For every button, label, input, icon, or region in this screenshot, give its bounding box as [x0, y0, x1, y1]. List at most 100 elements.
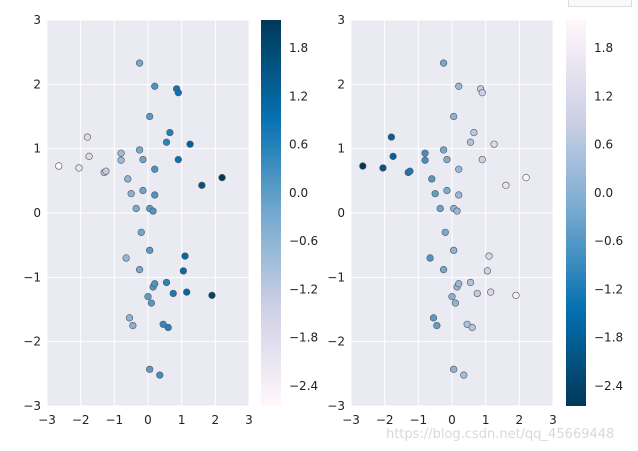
x-tick-label: −3	[38, 413, 56, 427]
scatter-point	[478, 156, 486, 164]
scatter-point	[487, 288, 495, 296]
y-tick-label: 3	[337, 13, 345, 27]
y-tick-label: −3	[23, 399, 41, 413]
left-colorbar: 1.8 1.2 0.6 0.0 −0.6 −1.2 −1.8 −2.4	[261, 20, 318, 406]
scatter-point	[129, 321, 137, 330]
scatter-point	[124, 175, 132, 183]
colorbar-tick-label: 0.6	[594, 138, 613, 152]
scatter-point	[127, 190, 135, 198]
left-x-tick-labels: −3 −2 −1 0 1 2 3	[38, 413, 253, 427]
scatter-point	[151, 280, 159, 288]
scatter-point	[117, 156, 125, 164]
scatter-point	[139, 186, 147, 195]
scatter-point	[379, 164, 387, 172]
y-tick-label: −1	[327, 270, 345, 284]
x-tick-label: −1	[409, 413, 427, 427]
scatter-point	[448, 293, 456, 301]
x-tick-label: 2	[516, 413, 524, 427]
scatter-point	[359, 162, 367, 170]
colorbar-tick-label: 0.6	[289, 138, 308, 152]
left-y-tick-labels: −3 −2 −1 0 1 2 3	[23, 13, 41, 413]
right-y-tick-labels: −3 −2 −1 0 1 2 3	[327, 13, 345, 413]
colorbar-tick-label: −1.8	[594, 331, 623, 345]
scatter-point	[421, 149, 429, 157]
scatter-point	[125, 314, 134, 322]
scatter-point	[164, 323, 172, 332]
scatter-point	[162, 278, 171, 287]
scatter-point	[460, 371, 468, 379]
scatter-point	[389, 152, 397, 160]
x-tick-label: 3	[549, 413, 557, 427]
x-tick-label: 2	[212, 413, 220, 427]
scatter-point	[443, 186, 451, 195]
scatter-point	[436, 204, 444, 213]
colorbar-tick-label: −1.2	[594, 282, 623, 296]
colorbar-tick-label: −0.6	[594, 234, 623, 248]
colorbar-tick-label: 1.8	[594, 41, 613, 55]
scatter-point	[149, 207, 157, 215]
scatter-point	[387, 133, 396, 141]
scatter-point	[174, 156, 182, 164]
scatter-point	[441, 228, 449, 236]
scatter-point	[450, 365, 458, 373]
scatter-point	[166, 128, 174, 137]
scatter-point	[455, 165, 463, 173]
scatter-point	[439, 146, 448, 154]
scatter-point	[146, 246, 154, 254]
colorbar-tick-label: 0.0	[594, 186, 613, 200]
scatter-point	[451, 299, 459, 307]
y-tick-label: 0	[33, 206, 41, 220]
scatter-point	[443, 156, 451, 164]
scatter-point	[135, 266, 144, 274]
x-tick-label: −2	[72, 413, 90, 427]
left-scatter-panel: −3 −2 −1 0 1 2 3 −3 −2 −1 0 1 2 3	[23, 13, 253, 427]
scatter-point	[450, 112, 458, 121]
watermark: https://blog.csdn.net/qq_45669448	[386, 427, 614, 442]
scatter-point	[453, 207, 461, 215]
scatter-point	[450, 246, 458, 254]
colorbar-tick-label: 1.2	[594, 89, 613, 103]
scatter-point	[429, 314, 438, 322]
y-tick-label: −3	[327, 399, 345, 413]
x-tick-label: −3	[342, 413, 360, 427]
scatter-point	[490, 140, 498, 148]
x-tick-label: 1	[178, 413, 186, 427]
colorbar-tick-label: −1.2	[289, 282, 318, 296]
scatter-point	[83, 133, 91, 141]
x-tick-label: 0	[448, 413, 456, 427]
y-tick-label: 2	[33, 77, 41, 91]
scatter-point	[102, 167, 110, 175]
colorbar-tick-label: 1.8	[289, 41, 308, 55]
scatter-point	[159, 320, 167, 328]
scatter-point	[139, 156, 147, 164]
scatter-point	[135, 146, 144, 154]
x-tick-label: 1	[482, 413, 490, 427]
left-grid	[46, 19, 250, 407]
scatter-point	[137, 228, 145, 236]
x-tick-label: −2	[376, 413, 394, 427]
scatter-point	[455, 191, 463, 199]
y-tick-label: −2	[327, 335, 345, 349]
right-x-tick-labels: −3 −2 −1 0 1 2 3	[342, 413, 557, 427]
scatter-point	[218, 174, 226, 182]
scatter-point	[162, 138, 171, 146]
x-tick-label: −1	[105, 413, 123, 427]
scatter-point	[455, 82, 463, 90]
y-tick-label: 0	[337, 206, 345, 220]
scatter-point	[144, 293, 152, 301]
colorbar-tick-label: −1.8	[289, 331, 318, 345]
scatter-point	[151, 191, 159, 199]
right-grid	[350, 19, 554, 407]
y-tick-label: −1	[23, 270, 41, 284]
scatter-point	[426, 254, 434, 262]
scatter-point	[433, 321, 441, 330]
scatter-point	[147, 299, 155, 307]
scatter-point	[485, 252, 493, 260]
scatter-point	[55, 162, 63, 170]
scatter-point	[146, 365, 154, 373]
scatter-point	[463, 320, 471, 328]
scatter-point	[169, 289, 177, 298]
y-tick-label: 1	[33, 142, 41, 156]
scatter-point	[179, 267, 187, 275]
